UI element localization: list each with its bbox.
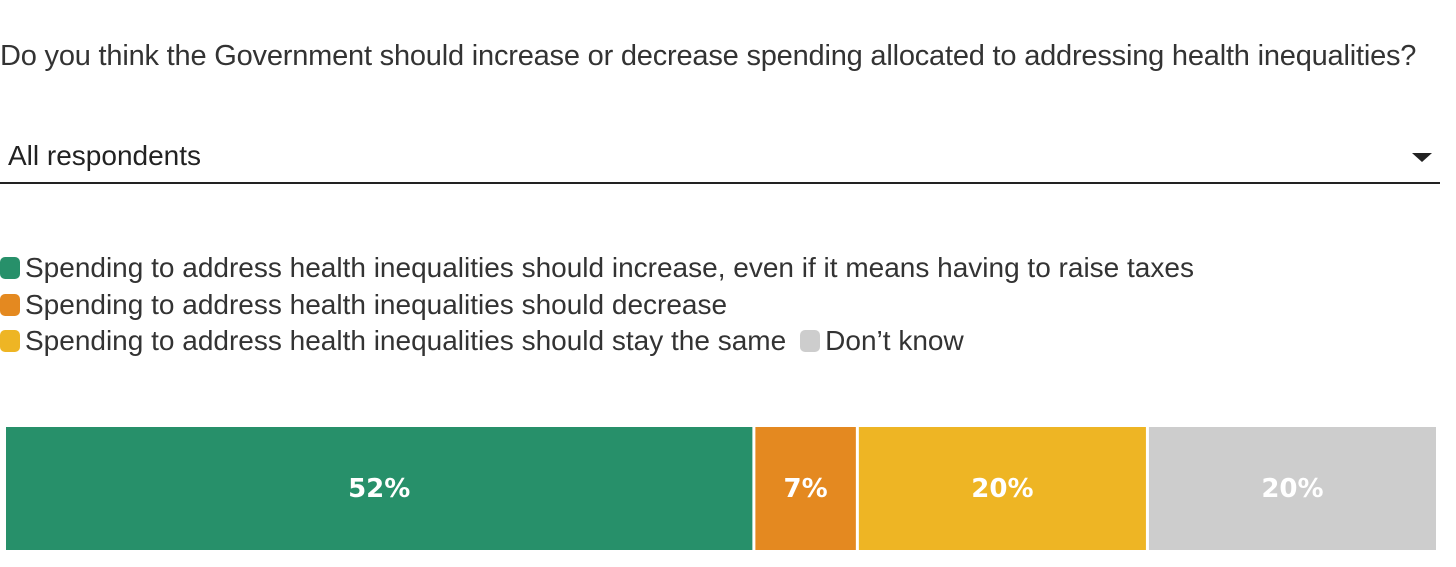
legend-item-decrease[interactable]: Spending to address health inequalities … xyxy=(0,287,727,324)
stacked-bar-svg: 52% 7% 20% 20% xyxy=(6,427,1436,550)
data-label-same: 20% xyxy=(971,474,1033,504)
data-label-dont-know: 20% xyxy=(1261,474,1323,504)
legend-swatch-increase xyxy=(0,257,20,280)
data-label-increase: 52% xyxy=(348,474,410,504)
bar-segment-same[interactable] xyxy=(858,427,1146,550)
stacked-bar-chart: 52% 7% 20% 20% xyxy=(6,427,1436,550)
legend-swatch-dont-know xyxy=(800,330,821,353)
respondent-filter-dropdown[interactable]: All respondents xyxy=(0,130,1440,184)
legend-label-increase: Spending to address health inequalities … xyxy=(25,252,1194,283)
data-label-decrease: 7% xyxy=(784,474,828,504)
legend-swatch-decrease xyxy=(0,293,20,316)
legend-item-increase[interactable]: Spending to address health inequalities … xyxy=(0,250,1194,287)
legend-label-decrease: Spending to address health inequalities … xyxy=(25,288,728,320)
legend-label-dont-know: Don’t know xyxy=(825,325,964,356)
chart-legend: Spending to address health inequalities … xyxy=(0,250,1440,360)
legend-row: Spending to address health inequalities … xyxy=(0,323,1440,360)
legend-row: Spending to address health inequalities … xyxy=(0,250,1440,287)
legend-row: Spending to address health inequalities … xyxy=(0,287,1440,324)
chevron-down-icon[interactable] xyxy=(1412,153,1432,162)
bar-segment-increase[interactable] xyxy=(6,427,753,550)
legend-swatch-same xyxy=(0,330,20,353)
legend-label-same: Spending to address health inequalities … xyxy=(25,325,787,356)
legend-item-same[interactable]: Spending to address health inequalities … xyxy=(0,323,786,360)
legend-item-dont-know[interactable]: Don’t know xyxy=(800,323,964,360)
bar-segment-dont-know[interactable] xyxy=(1148,427,1436,550)
question-title: Do you think the Government should incre… xyxy=(0,40,1417,72)
respondent-filter-value: All respondents xyxy=(8,140,202,171)
bar-segment-decrease[interactable] xyxy=(755,427,856,550)
